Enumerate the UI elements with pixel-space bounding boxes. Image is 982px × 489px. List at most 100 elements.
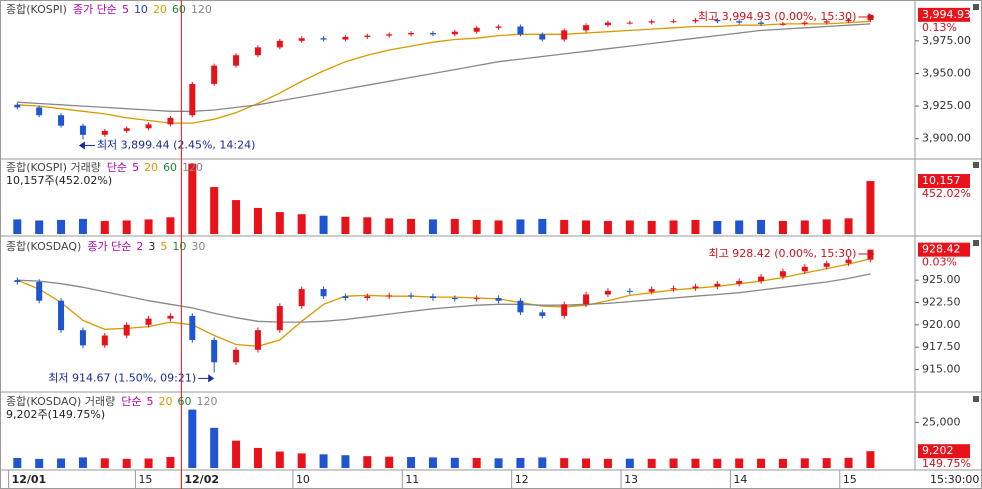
volume-bar	[538, 218, 547, 234]
volume-bar	[210, 187, 219, 234]
panel-title: 종합(KOSDAQ) 거래량	[6, 395, 115, 408]
candle-body	[189, 315, 196, 340]
volume-bar	[450, 457, 459, 468]
legend-entry: 120	[182, 161, 203, 174]
volume-bar	[363, 456, 372, 468]
volume-bar	[297, 453, 306, 468]
candle-body	[123, 128, 130, 131]
volume-bar	[560, 219, 569, 234]
candle-body	[276, 40, 283, 48]
candle-body	[648, 289, 655, 292]
last-value-label: 10,157	[922, 174, 961, 187]
candle-body	[79, 330, 86, 346]
volume-bar	[494, 458, 503, 468]
indicator-label: 종가 단순	[73, 3, 117, 16]
y-tick-label: 3,900.00	[922, 132, 971, 145]
volume-bar	[35, 458, 44, 468]
volume-bar	[757, 219, 766, 234]
x-tick-label: 13	[624, 473, 638, 486]
candle-body	[714, 283, 721, 287]
volume-bar	[735, 220, 744, 234]
volume-bar	[253, 207, 262, 234]
volume-bar	[57, 219, 66, 234]
candle-body	[583, 25, 590, 31]
volume-bar	[844, 218, 853, 234]
volume-bar	[188, 409, 197, 468]
y-tick-label: 3,950.00	[922, 66, 971, 79]
y-tick-label: 3,975.00	[922, 34, 971, 47]
candle-body	[211, 340, 218, 363]
change-label: 149.75%	[922, 457, 971, 470]
last-value-box	[918, 7, 970, 22]
candle-body	[495, 298, 502, 301]
volume-bar	[669, 220, 678, 234]
legend-entry: 5	[122, 3, 129, 16]
volume-bar	[691, 219, 700, 234]
candle-body	[79, 125, 86, 135]
volume-bar	[35, 220, 44, 234]
volume-bar	[275, 451, 284, 468]
candle-body	[736, 21, 743, 23]
volume-bar	[713, 220, 722, 234]
volume-bar	[407, 457, 416, 468]
change-label: 0.03%	[922, 256, 957, 269]
legend-entry: 120	[196, 395, 217, 408]
candle-body	[823, 21, 830, 23]
candle-body	[561, 30, 568, 40]
volume-bar	[122, 220, 131, 234]
panel-close[interactable]	[973, 4, 979, 10]
candle-body	[254, 47, 261, 56]
candle-body	[233, 55, 240, 66]
candle-body	[451, 298, 458, 300]
candle-body	[320, 38, 327, 40]
volume-bar	[778, 458, 787, 468]
volume-bar	[253, 447, 262, 468]
volume-bar	[232, 200, 241, 234]
candle-body	[801, 266, 808, 272]
candle-body	[408, 295, 415, 297]
candle-body	[254, 330, 261, 350]
volume-bar	[57, 458, 66, 468]
candle-body	[276, 306, 283, 331]
candle-body	[211, 65, 218, 84]
candle-body	[14, 280, 21, 282]
y-tick-label: 3,925.00	[922, 99, 971, 112]
volume-bar	[866, 181, 875, 234]
high-label: 최고 3,994.93 (0.00%, 15:30)	[698, 10, 856, 23]
x-tick-label: 14	[733, 473, 747, 486]
volume-bar	[122, 458, 131, 468]
panel-header: 종합(KOSPI) 거래량 단순 5 20 60 120	[6, 161, 203, 174]
candle-body	[429, 296, 436, 299]
last-value-box	[918, 242, 970, 257]
candle-body	[14, 104, 21, 108]
last-value-label: 928.42	[922, 243, 961, 256]
legend-entry: 60	[172, 3, 186, 16]
candle-body	[58, 300, 65, 331]
volume-summary: 9,202주(149.75%)	[6, 408, 105, 421]
candle-body	[604, 22, 611, 26]
candle-body	[233, 349, 240, 363]
volume-bar	[472, 219, 481, 234]
volume-bar	[319, 215, 328, 234]
panel-close[interactable]	[973, 240, 979, 246]
legend-entry: 10	[172, 240, 186, 253]
high-label: 최고 928.42 (0.00%, 15:30)	[708, 247, 856, 260]
candle-body	[386, 34, 393, 36]
candle-body	[758, 276, 765, 282]
panel-close[interactable]	[973, 396, 979, 402]
volume-bar	[232, 440, 241, 468]
volume-bar	[13, 219, 22, 234]
panel-close[interactable]	[973, 162, 979, 168]
panel-title: 종합(KOSPI) 거래량	[6, 161, 101, 174]
moving-average-line	[17, 20, 871, 124]
candle-body	[648, 21, 655, 23]
volume-bar	[166, 217, 175, 234]
volume-bar	[800, 458, 809, 468]
candle-body	[823, 263, 830, 267]
volume-bar	[144, 219, 153, 234]
y-tick-label: 917.50	[922, 340, 961, 353]
candle-body	[101, 130, 108, 135]
volume-bar	[13, 457, 22, 468]
candle-body	[845, 259, 852, 264]
candle-body	[167, 315, 174, 319]
